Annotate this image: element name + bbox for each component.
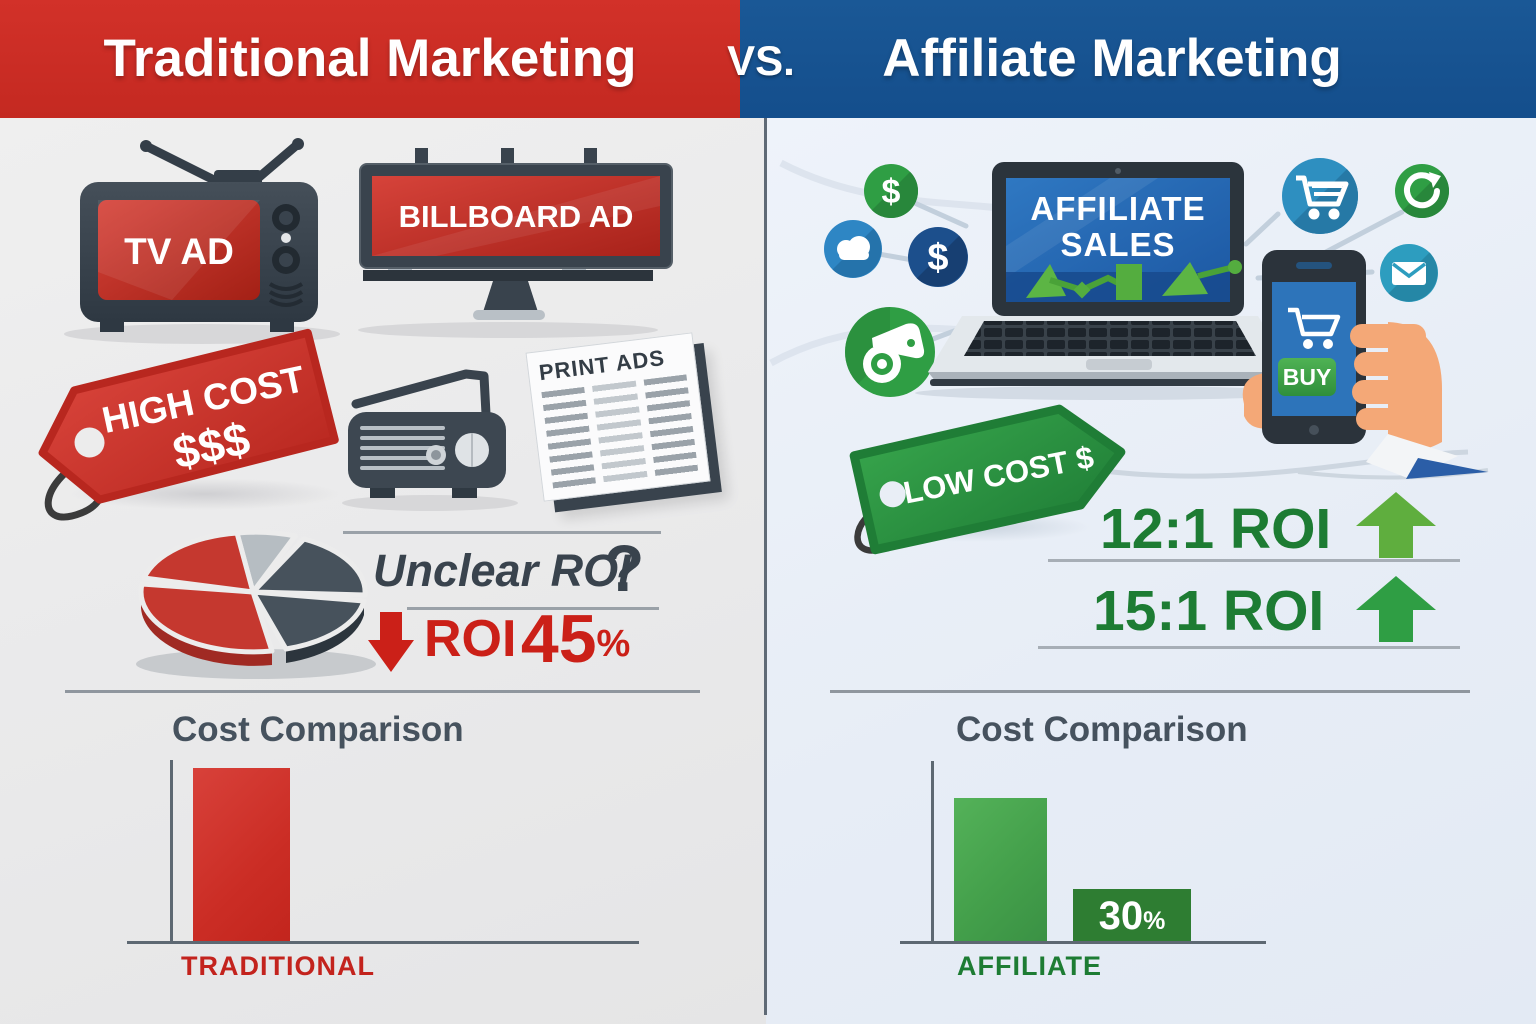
refresh-circle-icon: [1395, 164, 1450, 219]
affiliate-header-band: Affiliate Marketing: [740, 0, 1536, 118]
laptop-icon: AFFILIATE SALES: [915, 162, 1305, 400]
question-mark: ?: [604, 531, 645, 605]
roi-percent-sign: %: [596, 623, 631, 665]
roi-15-1-text: 15:1 ROI: [1093, 579, 1325, 643]
traditional-title: Traditional Marketing: [103, 29, 637, 88]
print-ads-icon: PRINT ADS: [525, 332, 711, 502]
left-chart-x-axis: [127, 941, 639, 944]
affiliate-cost-bar-2: 30%: [1073, 889, 1191, 943]
affiliate-bar-label: AFFILIATE: [957, 951, 1102, 981]
phone-in-hand-icon: BUY: [1242, 250, 1489, 480]
high-cost-tag: HIGH COST $$$: [16, 326, 353, 548]
newspaper-column: [643, 374, 699, 479]
roi-down-arrow-icon: [368, 612, 414, 672]
dollar-glyph: $: [882, 173, 901, 211]
affiliate-title: Affiliate Marketing: [882, 29, 1342, 88]
roi-value: 45: [520, 601, 597, 677]
buy-button-label: BUY: [1283, 364, 1332, 390]
left-chart-title: Cost Comparison: [172, 710, 464, 749]
dollar-glyph: $: [927, 237, 948, 279]
traditional-cost-bar: [193, 768, 290, 943]
money-circle-icon: $: [864, 164, 919, 219]
buy-button: [1278, 358, 1336, 396]
pie-chart: [136, 529, 376, 679]
finger: [1356, 408, 1426, 430]
rule-below-unclear-roi: [407, 607, 659, 610]
finger: [1354, 352, 1438, 376]
right-chart-title: Cost Comparison: [956, 710, 1248, 749]
shirt-cuff: [1366, 434, 1458, 479]
cloud-circle-icon: [824, 220, 882, 278]
panel-divider: [764, 118, 767, 1015]
newspaper-column: [592, 380, 648, 486]
billboard-ad-icon: BILLBOARD AD: [358, 148, 673, 338]
rule-above-unclear-roi: [343, 531, 661, 534]
phone-cart-icon: [1288, 307, 1341, 349]
roi-up-arrow-icon: [1356, 492, 1436, 558]
left-section-rule: [65, 690, 700, 693]
laptop-screen-text-1: AFFILIATE: [1030, 190, 1205, 227]
radio-icon: [342, 369, 518, 511]
sales-growth-chart: [1026, 260, 1242, 300]
low-cost-tag: LOW COST $: [828, 386, 1138, 580]
newspaper-columns: [541, 374, 699, 492]
roi-12-1-text: 12:1 ROI: [1100, 497, 1332, 561]
cart-circle-icon: [1282, 158, 1359, 235]
megaphone-circle-icon: [845, 307, 935, 397]
tv-ad-icon: TV AD: [64, 138, 340, 344]
roi-divider-1: [1048, 559, 1460, 562]
suit-sleeve: [1406, 458, 1488, 479]
right-chart-y-axis: [931, 761, 934, 944]
dollar-circle-icon: $: [908, 227, 968, 287]
vs-label: VS.: [727, 37, 795, 84]
traditional-header-band: Traditional Marketing: [0, 0, 740, 118]
roi-divider-2: [1038, 646, 1460, 649]
right-section-rule: [830, 690, 1470, 693]
billboard-text: BILLBOARD AD: [399, 199, 634, 234]
finger: [1350, 324, 1426, 348]
roi-prefix: ROI: [424, 610, 517, 668]
tv-screen-text: TV AD: [124, 231, 234, 272]
bar2-percent-sign: %: [1143, 907, 1166, 935]
unclear-roi-text: Unclear ROI: [373, 545, 631, 596]
laptop-screen-text-2: SALES: [1060, 226, 1175, 263]
newspaper-column: [541, 386, 597, 492]
left-chart-y-axis: [170, 760, 173, 944]
right-chart-x-axis: [900, 941, 1266, 944]
roi-up-arrow-icon: [1356, 576, 1436, 642]
finger: [1352, 380, 1432, 404]
traditional-bar-label: TRADITIONAL: [181, 951, 375, 981]
affiliate-cost-bar: [954, 798, 1047, 943]
email-circle-icon: [1380, 244, 1438, 302]
roi-decline-callout: ROI 45%: [424, 600, 630, 678]
bar2-value: 30: [1098, 894, 1144, 938]
